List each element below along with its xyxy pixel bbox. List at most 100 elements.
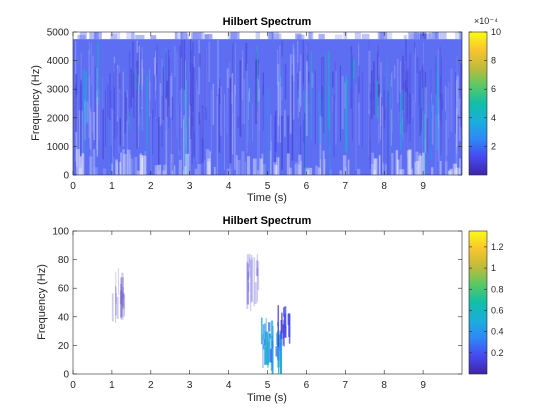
spectrum-streak: [92, 55, 94, 133]
spectrum-low-streak: [120, 152, 122, 175]
spectrum-edge-streak: [180, 32, 183, 40]
spectrum-streak: [132, 41, 134, 98]
spectrum-ridge: [250, 254, 253, 303]
spectrum-streak: [205, 48, 208, 107]
spectrum-edge-streak: [183, 32, 188, 40]
spectrum-streak: [377, 52, 378, 96]
spectrum-low-streak: [162, 170, 166, 175]
spectrum-streak: [441, 94, 443, 110]
y-tick-label: 1000: [47, 142, 70, 153]
spectrum-low-streak: [205, 149, 210, 175]
bottom-colorbar-box: [468, 230, 488, 375]
spectrum-ridge: [260, 317, 263, 345]
spectrum-streak: [146, 73, 148, 155]
spectrum-ridge: [122, 277, 124, 299]
spectrum-streak: [432, 104, 434, 145]
spectrum-low-streak: [103, 168, 107, 175]
spectrum-streak: [258, 63, 261, 131]
spectrum-streak: [179, 45, 181, 91]
spectrum-streak: [421, 80, 423, 143]
spectrum-low-streak: [209, 151, 211, 175]
spectrum-low-streak: [144, 151, 146, 175]
spectrum-streak: [159, 83, 162, 126]
top-x-axis-label: Time (s): [247, 192, 287, 204]
spectrum-low-streak: [244, 161, 247, 175]
spectrum-low-streak: [76, 149, 80, 175]
x-tick-label: 8: [381, 380, 387, 391]
spectrum-streak: [149, 81, 151, 101]
spectrum-streak: [109, 117, 111, 175]
spectrum-streak: [229, 99, 232, 137]
spectrum-streak: [165, 52, 167, 131]
spectrum-streak: [146, 75, 148, 146]
spectrum-streak: [270, 114, 272, 141]
spectrum-low-streak: [141, 158, 143, 175]
spectrum-streak: [248, 88, 250, 102]
spectrum-low-streak: [410, 169, 413, 175]
spectrum-streak: [416, 57, 419, 74]
spectrum-ridge: [254, 282, 257, 305]
spectrum-streak: [74, 41, 77, 84]
spectrum-streak: [406, 87, 408, 175]
spectrum-streak: [223, 94, 225, 171]
spectrum-ridge: [262, 334, 264, 368]
spectrum-streak: [430, 99, 432, 160]
top-chart-title: Hilbert Spectrum: [223, 16, 312, 28]
spectrum-low-streak: [184, 166, 187, 175]
spectrum-ridge: [116, 296, 119, 319]
spectrum-streak: [201, 103, 203, 175]
x-tick-label: 9: [420, 380, 426, 391]
spectrum-streak: [344, 82, 346, 109]
spectrum-low-streak: [455, 167, 459, 175]
spectrum-streak: [407, 69, 409, 126]
spectrum-streak: [118, 73, 121, 90]
spectrum-streak: [333, 94, 336, 157]
spectrum-edge-streak: [204, 33, 213, 40]
spectrum-low-streak: [145, 155, 147, 175]
spectrum-streak: [398, 111, 401, 124]
spectrum-edge-streak: [201, 32, 205, 40]
spectrum-streak: [274, 110, 277, 152]
colorbar-tick-label: 4: [491, 113, 496, 123]
x-tick-label: 1: [109, 181, 115, 192]
spectrum-streak: [297, 89, 299, 118]
spectrum-streak: [178, 103, 180, 156]
spectrum-streak: [135, 68, 138, 90]
spectrum-low-streak: [418, 155, 423, 175]
spectrum-streak: [124, 92, 126, 134]
spectrum-streak: [368, 39, 370, 89]
spectrum-streak: [324, 52, 326, 143]
spectrum-low-streak: [431, 167, 434, 175]
spectrum-low-streak: [322, 150, 325, 175]
spectrum-edge-streak: [150, 35, 157, 40]
spectrum-streak: [414, 42, 416, 54]
spectrum-ridge: [256, 267, 259, 277]
spectrum-streak: [318, 90, 321, 146]
spectrum-low-streak: [269, 150, 272, 175]
spectrum-streak: [422, 64, 424, 112]
spectrum-streak: [329, 109, 331, 175]
spectrum-low-streak: [411, 168, 413, 175]
spectrum-streak: [114, 63, 116, 139]
spectrum-streak: [188, 104, 191, 175]
spectrum-streak: [391, 72, 393, 88]
spectrum-streak: [80, 52, 82, 111]
spectrum-low-streak: [261, 153, 264, 175]
spectrum-low-streak: [173, 165, 176, 175]
spectrum-streak: [256, 45, 258, 108]
spectrum-streak: [88, 50, 91, 138]
spectrum-streak: [96, 90, 98, 151]
spectrum-streak: [378, 75, 380, 125]
spectrum-streak: [405, 39, 407, 92]
spectrum-low-streak: [130, 158, 134, 175]
y-tick-label: 40: [58, 312, 70, 323]
spectrum-streak: [426, 118, 429, 153]
spectrum-low-streak: [81, 153, 85, 175]
spectrum-edge-streak: [379, 32, 385, 40]
spectrum-ridge: [285, 325, 287, 335]
spectrum-streak: [277, 81, 280, 126]
colorbar-tick-label: 6: [491, 84, 496, 94]
spectrum-streak: [424, 71, 426, 139]
spectrum-streak: [373, 82, 375, 100]
spectrum-streak: [232, 43, 234, 114]
